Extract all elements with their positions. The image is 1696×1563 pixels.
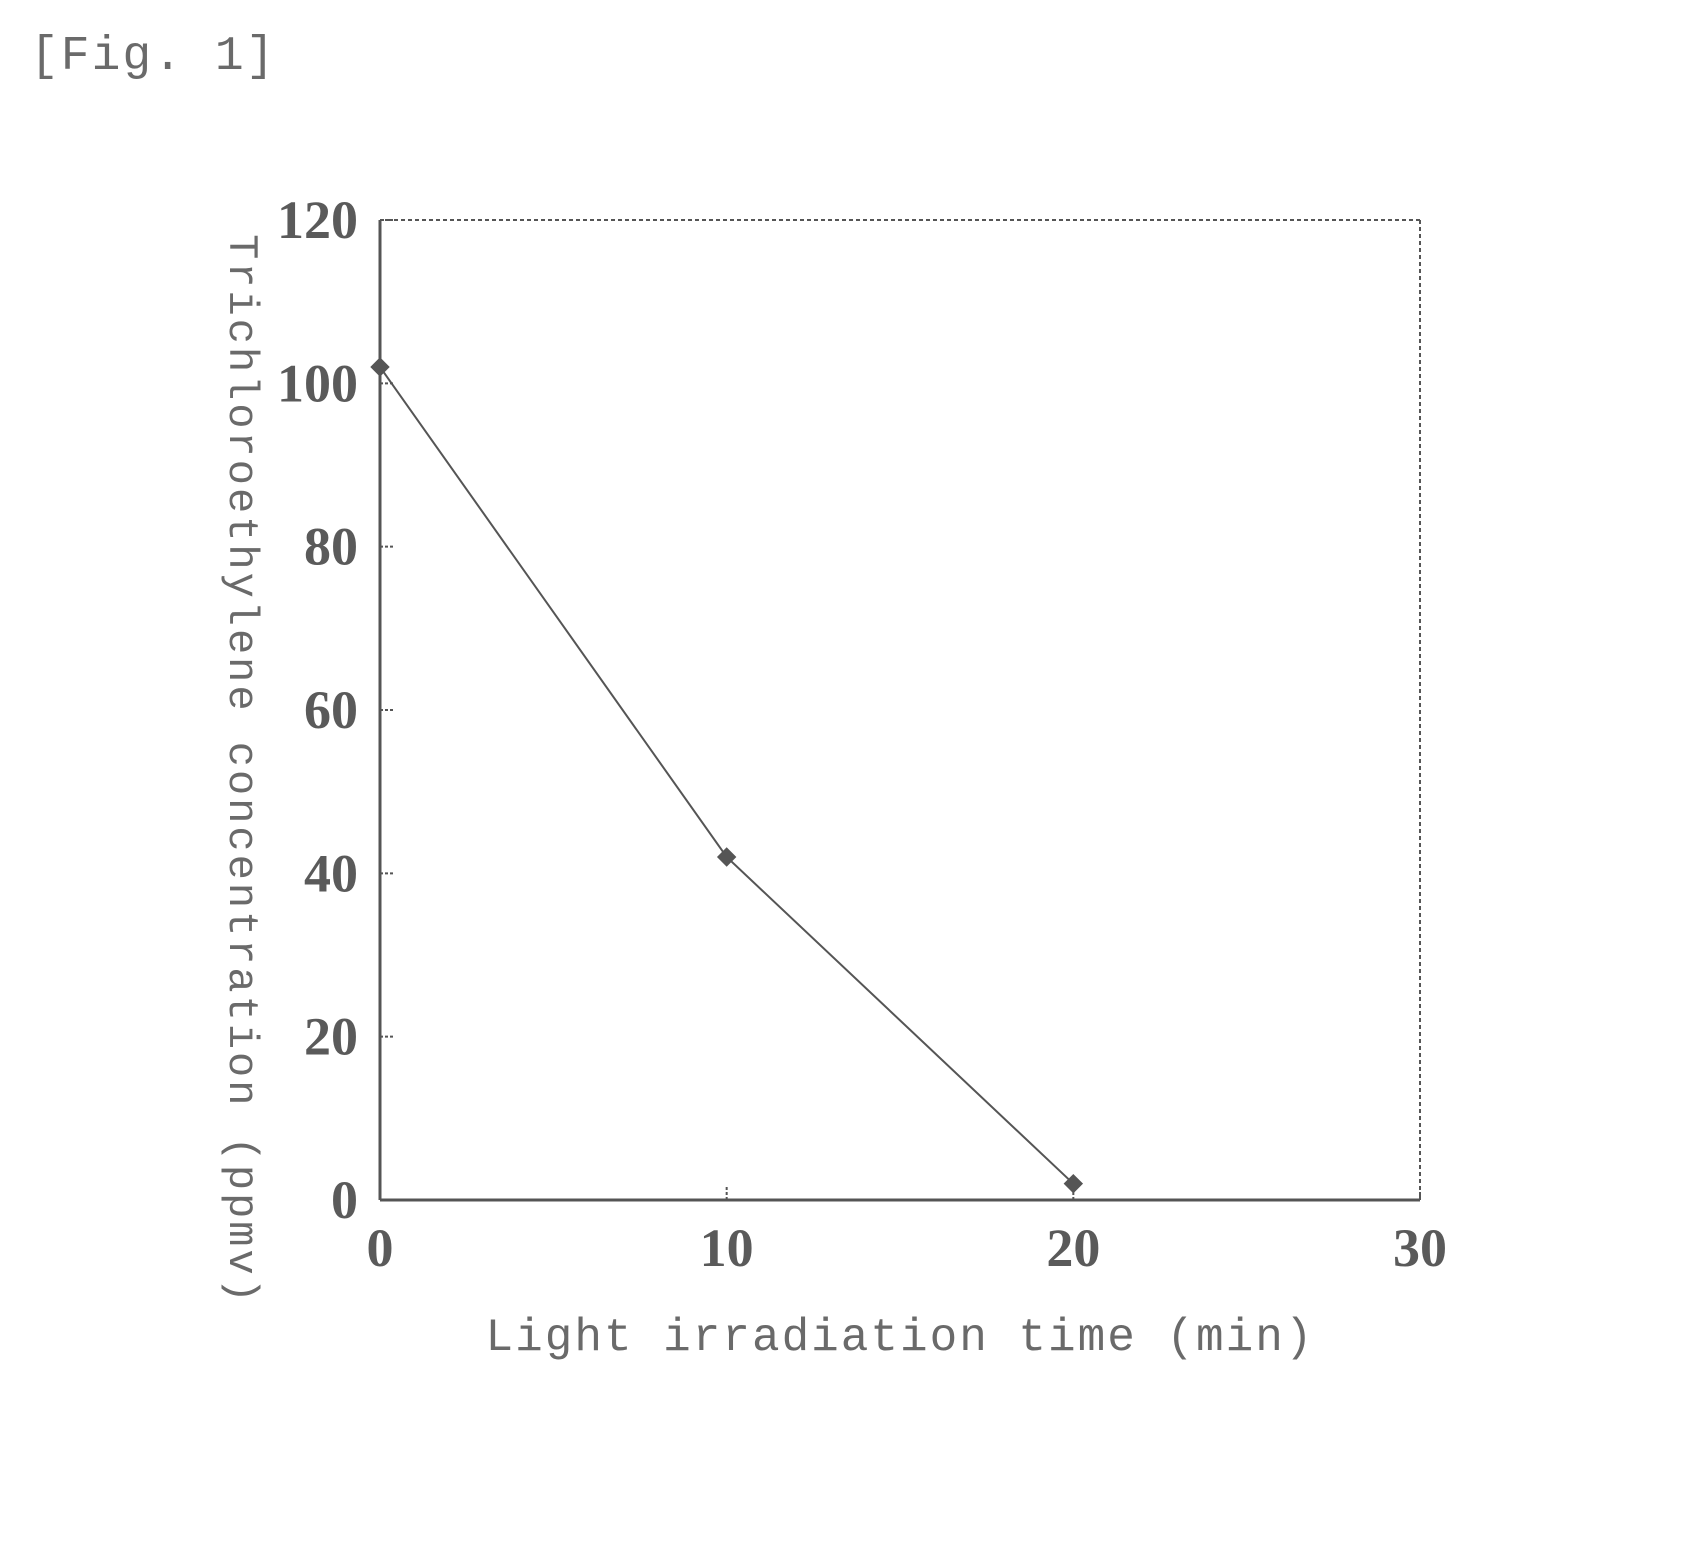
y-tick-label: 120 (277, 190, 358, 250)
y-tick-label: 40 (304, 843, 358, 903)
y-tick-label: 60 (304, 680, 358, 740)
y-tick-label: 0 (331, 1170, 358, 1230)
chart-container: 0102030020406080100120Light irradiation … (200, 200, 1550, 1450)
page: [Fig. 1] 0 10 20 30 0 20 40 60 80 100 120 Light irr… (0, 0, 1696, 1563)
y-tick-label: 100 (277, 353, 358, 413)
series-line (380, 367, 1073, 1184)
x-tick-label: 10 (700, 1218, 754, 1278)
y-axis-label: Trichloroethylene concentration (ppmv) (217, 234, 265, 1306)
x-tick-label: 30 (1393, 1218, 1447, 1278)
y-tick-label: 80 (304, 517, 358, 577)
x-axis-label: Light irradiation time (min) (486, 1312, 1315, 1364)
x-tick-label: 0 (367, 1218, 394, 1278)
x-tick-label: 20 (1046, 1218, 1100, 1278)
chart-svg: 0102030020406080100120Light irradiation … (200, 200, 1460, 1410)
y-tick-label: 20 (304, 1007, 358, 1067)
figure-caption: [Fig. 1] (30, 30, 276, 84)
series-marker (371, 358, 389, 376)
